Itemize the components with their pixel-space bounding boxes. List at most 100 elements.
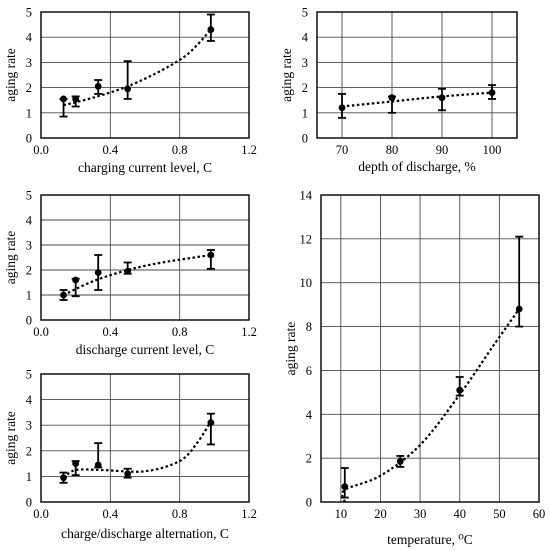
y-tick-label: 3 [302, 56, 308, 70]
y-tick-label: 4 [26, 393, 33, 407]
data-point [94, 269, 102, 276]
y-axis-label: aging rate [283, 322, 298, 376]
y-axis-label: aging rate [279, 48, 294, 102]
x-tick-label: 1.2 [241, 507, 257, 521]
data-point [72, 460, 80, 467]
y-tick-label: 2 [306, 452, 312, 466]
y-tick-label: 3 [26, 419, 32, 433]
plot-frame [320, 194, 540, 503]
data-point [124, 85, 132, 93]
data-point [341, 483, 349, 491]
y-tick-label: 0 [306, 496, 312, 510]
y-axis-label: aging rate [3, 411, 18, 465]
x-tick-label: 1.2 [241, 325, 257, 339]
y-tick-label: 1 [26, 289, 32, 303]
data-point [207, 26, 215, 34]
y-tick-label: 0 [26, 314, 32, 328]
y-tick-label: 3 [26, 239, 32, 253]
x-tick-label: 30 [414, 507, 427, 521]
x-tick-label: 20 [374, 507, 387, 521]
y-tick-label: 1 [26, 106, 32, 120]
data-point [60, 474, 67, 482]
y-tick-label: 1 [26, 470, 32, 484]
data-point [456, 386, 464, 394]
trend-curve [341, 91, 493, 108]
data-point [60, 95, 67, 103]
subplot-4: 0.0 0.4 0.8 1.2 0 1 2 3 4 5 charge/discharge alter… [3, 368, 257, 542]
x-tick-label: 10 [335, 507, 348, 521]
y-tick-label: 0 [302, 132, 308, 146]
x-tick-label: 100 [483, 143, 502, 157]
x-tick-label: 80 [386, 143, 399, 157]
x-tick-label: 0.0 [33, 507, 49, 521]
y-tick-label: 12 [300, 232, 313, 246]
y-tick-label: 2 [26, 81, 32, 95]
y-tick-label: 2 [302, 81, 308, 95]
x-tick-label: 70 [336, 143, 349, 157]
x-tick-label: 0.4 [103, 507, 119, 521]
x-tick-label: 0.0 [33, 325, 49, 339]
x-tick-label: 60 [533, 507, 546, 521]
trend-curve [63, 28, 212, 107]
y-tick-label: 4 [306, 408, 313, 422]
y-tick-label: 5 [26, 6, 32, 20]
data-point [72, 95, 80, 103]
y-tick-label: 0 [26, 132, 32, 146]
y-tick-label: 14 [300, 189, 313, 203]
data-point [438, 94, 446, 102]
data-point [94, 461, 102, 469]
trend-curve [341, 308, 521, 503]
data-point [72, 276, 80, 284]
data-point [124, 470, 132, 478]
x-tick-label: 0.0 [33, 143, 49, 157]
subplot-2: 70 80 90 100 0 1 2 3 4 5 depth of discharge, % agin… [279, 6, 518, 174]
data-point [488, 89, 496, 97]
subplot-3: 0.0 0.4 0.8 1.2 0 1 2 3 4 5 discharge current leve… [3, 189, 257, 358]
y-tick-label: 5 [26, 189, 32, 203]
x-axis-label: discharge current level, C [76, 342, 214, 357]
x-axis-label: charge/discharge alternation, C [61, 526, 229, 541]
plot-frame [40, 11, 250, 139]
x-tick-label: 1.2 [241, 143, 257, 157]
x-tick-label: 0.4 [103, 143, 119, 157]
y-tick-label: 0 [26, 496, 32, 510]
data-point [207, 419, 215, 427]
x-tick-label: 0.4 [103, 325, 119, 339]
subplot-1: 0.0 0.4 0.8 1.2 0 1 2 3 4 5 charging current level… [3, 6, 257, 176]
x-tick-label: 0.8 [172, 143, 188, 157]
y-tick-label: 10 [300, 276, 313, 290]
data-point [124, 267, 132, 275]
x-axis-label: temperature, ⁰C [387, 532, 473, 547]
y-axis-label: aging rate [3, 48, 18, 102]
y-tick-label: 5 [26, 368, 32, 382]
trend-curve [63, 253, 212, 296]
y-tick-label: 4 [26, 214, 33, 228]
y-axis-label: aging rate [3, 231, 18, 285]
x-tick-label: 40 [453, 507, 466, 521]
data-point [94, 82, 102, 90]
x-tick-label: 90 [436, 143, 449, 157]
y-tick-label: 2 [26, 264, 32, 278]
data-point [60, 291, 67, 299]
y-tick-label: 4 [302, 31, 309, 45]
data-point [396, 458, 404, 465]
y-tick-label: 1 [302, 106, 308, 120]
trend-curve [62, 420, 212, 479]
x-axis-label: depth of discharge, % [358, 159, 475, 174]
data-point [388, 94, 396, 102]
y-tick-label: 4 [26, 31, 33, 45]
y-tick-label: 3 [26, 56, 32, 70]
data-point [207, 251, 215, 259]
y-tick-label: 2 [26, 444, 32, 458]
y-tick-label: 6 [306, 364, 312, 378]
x-axis-label: charging current level, C [78, 160, 212, 175]
plot-frame [40, 373, 250, 503]
y-tick-label: 5 [302, 6, 308, 20]
x-tick-label: 0.8 [172, 325, 188, 339]
plot-frame [40, 194, 250, 321]
subplot-5: 10 20 30 40 50 60 0 2 4 6 8 10 12 14 temperature, ⁰C ag… [283, 189, 545, 548]
data-point [515, 305, 523, 313]
data-point [338, 104, 346, 112]
y-tick-label: 8 [306, 320, 312, 334]
